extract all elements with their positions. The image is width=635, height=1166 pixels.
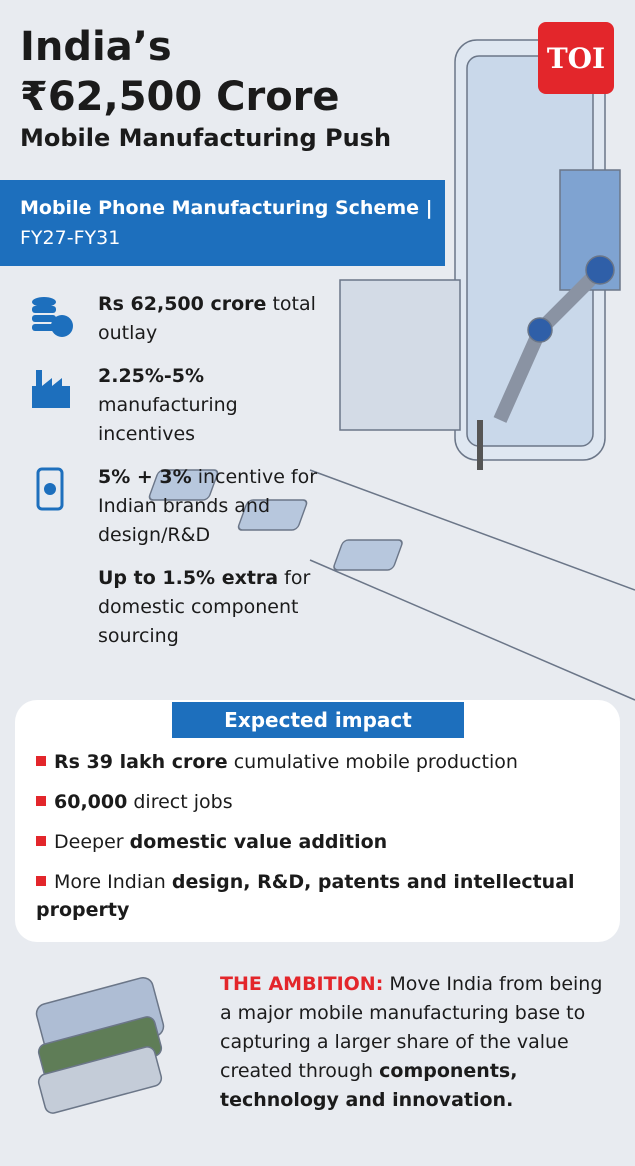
impact-text: cumulative mobile production [233,751,518,773]
feature: 2.25%-5% manufacturing incentives [20,362,320,449]
features: Rs 62,500 crore total outlay 2.25%-5% man… [20,290,320,665]
scheme-band: Mobile Phone Manufacturing Scheme | FY27… [0,180,445,266]
bullet [36,756,46,766]
ambition-text: components, technology and innovation. [220,1060,518,1111]
impact-item: Rs 39 lakh crore cumulative mobile produ… [36,748,596,776]
bullet [36,876,46,886]
impact-list: Rs 39 lakh crore cumulative mobile produ… [36,748,596,936]
feature-text: manufacturing incentives [98,394,238,445]
feature-value: 5% + 3% [98,466,192,488]
feature-icon [28,294,74,349]
title-line: India’s [20,24,172,70]
impact-text: domestic value addition [129,831,388,853]
impact-text: design, R&D, patents and intellectual pr… [36,871,575,921]
impact-text: More Indian [54,871,166,893]
feature-value: Up to 1.5% extra [98,567,279,589]
impact-text: 60,000 [54,791,128,813]
ambition-text: Move India from being a major mobile man… [220,973,603,1082]
feature-text: total outlay [98,293,316,344]
feature-icon [28,366,74,421]
feature-icon [28,467,74,522]
title: India’s ₹62,500 Crore [20,22,340,122]
ambition-text: THE AMBITION: [220,973,384,995]
feature-value: 2.25%-5% [98,365,205,387]
scheme-name: Mobile Phone Manufacturing Scheme | [20,197,433,219]
title-line: ₹62,500 Crore [20,74,340,120]
impact-item: Deeper domestic value addition [36,828,596,856]
impact-panel [15,700,620,942]
ambition: THE AMBITION: Move India from being a ma… [220,970,610,1115]
logo: TOI [538,22,614,94]
impact-item: 60,000 direct jobs [36,788,596,816]
bullet [36,836,46,846]
feature-text: incentive for Indian brands and design/R… [98,466,318,546]
impact-text: Rs 39 lakh crore [54,751,228,773]
impact-heading: Expected impact [172,702,464,738]
feature: Up to 1.5% extra for domestic component … [20,564,320,651]
feature-value: Rs 62,500 crore [98,293,267,315]
feature: Rs 62,500 crore total outlay [20,290,320,348]
feature: 5% + 3% incentive for Indian brands and … [20,463,320,550]
impact-text: direct jobs [133,791,233,813]
scheme-period: FY27-FY31 [20,227,121,249]
feature-text: for domestic component sourcing [98,567,311,647]
impact-item: More Indian design, R&D, patents and int… [36,868,596,924]
bullet [36,796,46,806]
impact-text: Deeper [54,831,124,853]
subtitle: Mobile Manufacturing Push [20,124,392,152]
